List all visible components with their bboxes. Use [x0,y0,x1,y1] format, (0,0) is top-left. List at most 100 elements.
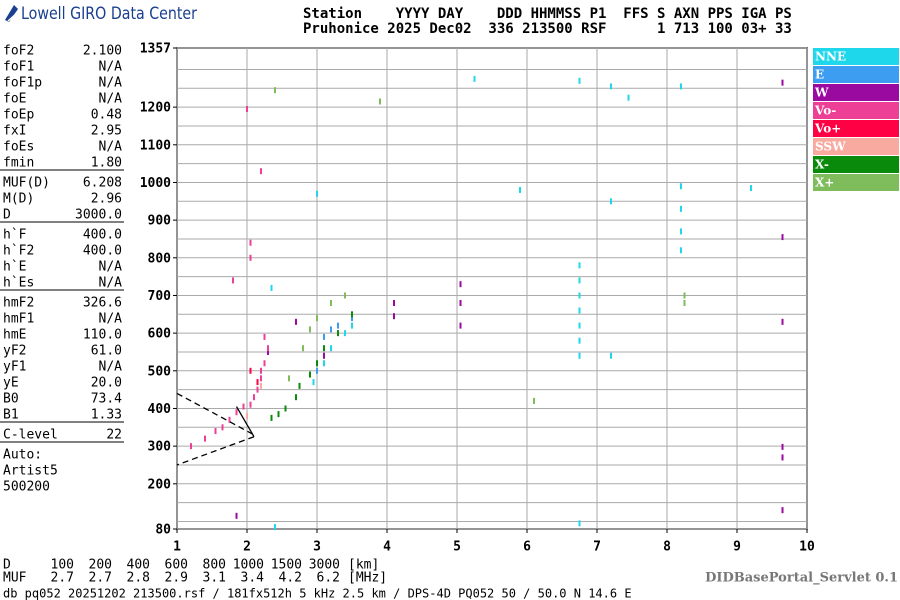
echo-point [781,507,784,514]
param-value: 6.208 [83,176,122,191]
footer-value: 100 [51,558,74,573]
echo-point [578,352,581,359]
echo-point [680,183,682,190]
echo-point [459,322,462,329]
param-name: yE [3,376,19,391]
echo-point [270,284,273,291]
echo-point [295,318,297,325]
echo-point [309,326,311,333]
echo-point [393,313,395,320]
footer-value: 800 [203,558,226,573]
echo-point [683,300,686,307]
param-name: foF1p [3,76,42,91]
param-name: h`Es [3,276,34,291]
echo-point [274,524,276,531]
footer-value: 200 [89,558,112,573]
param-name: hmE [3,328,26,343]
echo-point [781,443,784,450]
param-value: 61.0 [91,344,122,359]
x-tick-label: 9 [733,540,741,555]
param-name: hmF2 [3,296,34,311]
y-tick-label: 600 [148,327,172,342]
echo-point [610,198,612,205]
footer-value: 6.2 [317,571,340,586]
echo-point [578,322,581,329]
echo-point [235,512,238,519]
series [316,315,353,374]
param-value: 2.95 [91,124,122,139]
param-value: 1.33 [91,408,122,423]
param-name: foF1 [3,60,34,75]
echo-point [344,292,346,299]
echo-point [316,367,318,374]
echo-point [680,83,682,90]
param-name: foEs [3,140,34,155]
echo-point [323,352,325,359]
echo-point [309,371,311,378]
param-value: 326.6 [83,296,122,311]
echo-point [249,367,252,374]
x-tick-label: 8 [663,540,671,555]
param-name: h`E [3,260,26,275]
echo-point [288,375,290,382]
echo-point [680,205,682,212]
x-tick-label: 1 [173,540,181,555]
auto-text: Artist5 [3,464,58,479]
param-value: N/A [99,260,123,275]
echo-point [295,394,297,401]
legend-label: NNE [815,50,846,64]
echo-point [379,98,381,105]
echo-point [260,367,262,374]
echo-point [610,83,612,90]
param-value: 73.4 [91,392,122,407]
param-value: 22 [106,428,122,443]
legend-label: Vo- [814,104,836,118]
echo-point [298,382,301,389]
series [270,75,752,531]
echo-point [253,394,255,401]
echo-point [246,106,248,113]
y-tick-label: 1357 [140,42,171,57]
legend-swatch [813,102,899,119]
legend-swatch [813,120,899,137]
footer-value: 3.1 [203,571,226,586]
param-name: B1 [3,408,19,423]
profile-line [235,406,255,438]
echo-point [351,315,353,322]
y-tick-label: 400 [148,402,172,417]
y-tick-label: 300 [148,440,172,455]
param-value: N/A [99,276,123,291]
footer-value: 4.2 [279,571,302,586]
echo-point [459,300,462,307]
echo-point [267,348,269,355]
legend-label: W [814,86,829,100]
echo-point [578,77,581,84]
x-tick-label: 10 [799,540,815,555]
footer-value: 1500 [271,558,302,573]
footer-unit: [MHz] [348,571,387,586]
param-value: 20.0 [91,376,122,391]
echo-point [312,379,315,386]
param-value: 1.80 [91,156,122,171]
param-name: MUF(D) [3,176,50,191]
logo-text: Lowell GIRO Data Center [21,4,197,24]
echo-point [256,386,259,393]
footer-value: 3.4 [241,571,265,586]
legend-swatch [813,156,899,173]
echo-point [683,292,686,299]
y-tick-label: 800 [148,251,172,266]
param-value: 400.0 [83,228,122,243]
footer-value: 600 [165,558,188,573]
echo-point [235,409,238,416]
echo-point [473,75,476,82]
legend-label: X- [815,158,829,172]
param-value: 400.0 [83,244,122,259]
series [190,106,269,450]
servlet-label: DIDBasePortal_Servlet 0.1 [705,571,898,586]
param-value: N/A [99,60,123,75]
echo-point [190,443,192,450]
echo-point [316,315,318,322]
profile-line [176,392,255,436]
echo-point [246,413,248,420]
